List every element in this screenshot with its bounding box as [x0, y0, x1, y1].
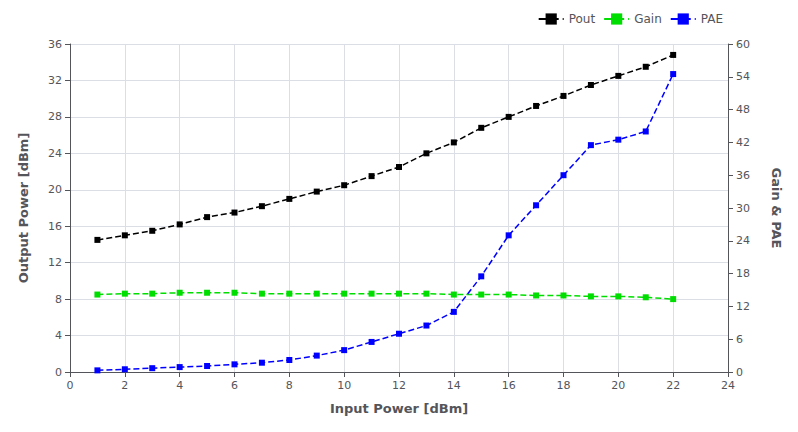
svg-text:8: 8	[286, 379, 293, 392]
svg-text:48: 48	[736, 103, 750, 116]
svg-text:Gain: Gain	[634, 12, 662, 26]
svg-text:Input Power [dBm]: Input Power [dBm]	[330, 401, 468, 416]
svg-text:12: 12	[392, 379, 406, 392]
svg-text:Gain & PAE: Gain & PAE	[769, 168, 784, 249]
svg-text:36: 36	[48, 38, 62, 51]
svg-text:0: 0	[67, 379, 74, 392]
svg-text:24: 24	[721, 379, 735, 392]
svg-text:4: 4	[176, 379, 183, 392]
svg-text:16: 16	[502, 379, 516, 392]
svg-text:4: 4	[55, 329, 62, 342]
svg-text:6: 6	[736, 333, 743, 346]
svg-text:18: 18	[557, 379, 571, 392]
svg-text:16: 16	[48, 220, 62, 233]
svg-text:Pout: Pout	[569, 12, 596, 26]
svg-text:60: 60	[736, 38, 750, 51]
svg-text:36: 36	[736, 169, 750, 182]
svg-text:18: 18	[736, 267, 750, 280]
svg-text:20: 20	[48, 183, 62, 196]
svg-text:0: 0	[736, 366, 743, 379]
svg-text:PAE: PAE	[701, 12, 723, 26]
svg-text:42: 42	[736, 136, 750, 149]
svg-text:12: 12	[48, 256, 62, 269]
svg-text:12: 12	[736, 300, 750, 313]
svg-text:28: 28	[48, 110, 62, 123]
svg-text:8: 8	[55, 293, 62, 306]
svg-text:30: 30	[736, 202, 750, 215]
svg-text:2: 2	[121, 379, 128, 392]
svg-text:10: 10	[337, 379, 351, 392]
svg-text:14: 14	[447, 379, 461, 392]
svg-text:22: 22	[666, 379, 680, 392]
svg-text:24: 24	[736, 234, 750, 247]
svg-text:6: 6	[231, 379, 238, 392]
svg-text:Output Power [dBm]: Output Power [dBm]	[16, 133, 31, 284]
svg-text:20: 20	[611, 379, 625, 392]
svg-text:24: 24	[48, 147, 62, 160]
svg-text:0: 0	[55, 366, 62, 379]
svg-text:54: 54	[736, 70, 750, 83]
svg-text:32: 32	[48, 74, 62, 87]
